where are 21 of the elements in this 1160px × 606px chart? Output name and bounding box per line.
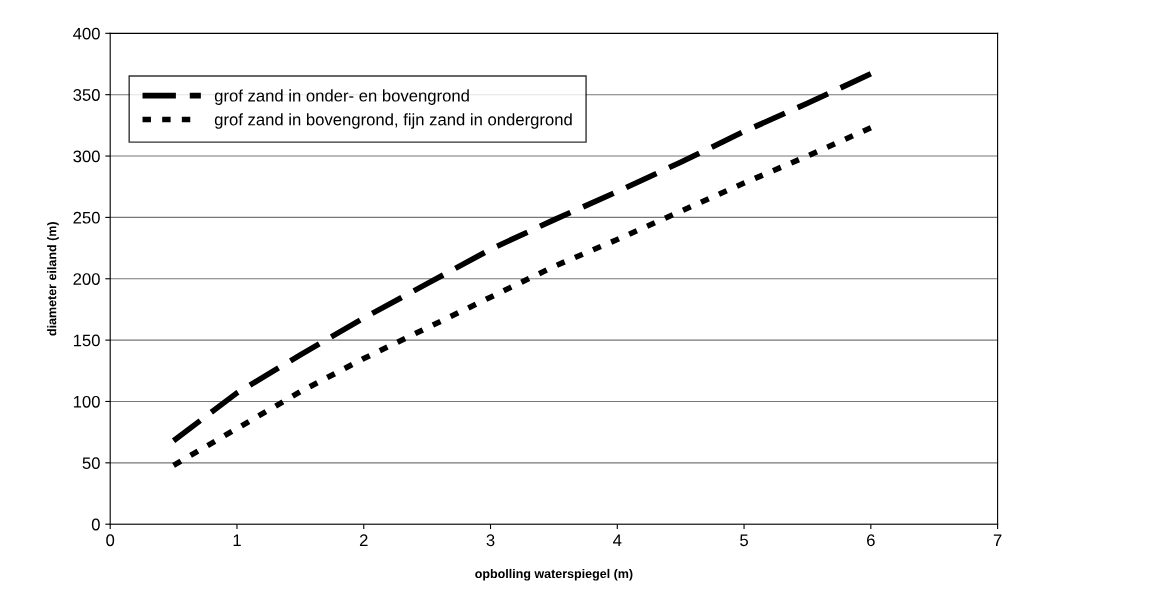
x-tick-label: 3 xyxy=(486,534,495,547)
y-tick-label: 200 xyxy=(73,273,100,285)
legend-label: grof zand in bovengrond, fijn zand in ondergrond xyxy=(214,113,572,129)
x-tick-label: 2 xyxy=(359,534,368,546)
y-axis-title: diameter eiland (m) xyxy=(47,222,59,336)
x-tick-label: 6 xyxy=(867,534,875,547)
x-tick-label: 4 xyxy=(613,534,622,546)
legend-label: grof zand in onder- en bovengrond xyxy=(214,89,469,105)
y-tick-label: 350 xyxy=(73,89,100,101)
x-tick-label: 0 xyxy=(106,534,115,547)
y-tick-label: 150 xyxy=(73,334,100,347)
y-tick-label: 300 xyxy=(73,150,100,163)
y-tick-label: 250 xyxy=(73,211,100,224)
x-tick-label: 7 xyxy=(993,534,1002,546)
y-tick-label: 0 xyxy=(91,518,100,531)
x-tick-label: 1 xyxy=(233,534,241,546)
y-tick-label: 50 xyxy=(82,457,100,470)
y-tick-label: 400 xyxy=(73,27,100,40)
x-tick-label: 5 xyxy=(740,534,748,547)
y-tick-label: 100 xyxy=(73,395,100,408)
x-axis-title: opbolling waterspiegel (m) xyxy=(475,568,633,581)
